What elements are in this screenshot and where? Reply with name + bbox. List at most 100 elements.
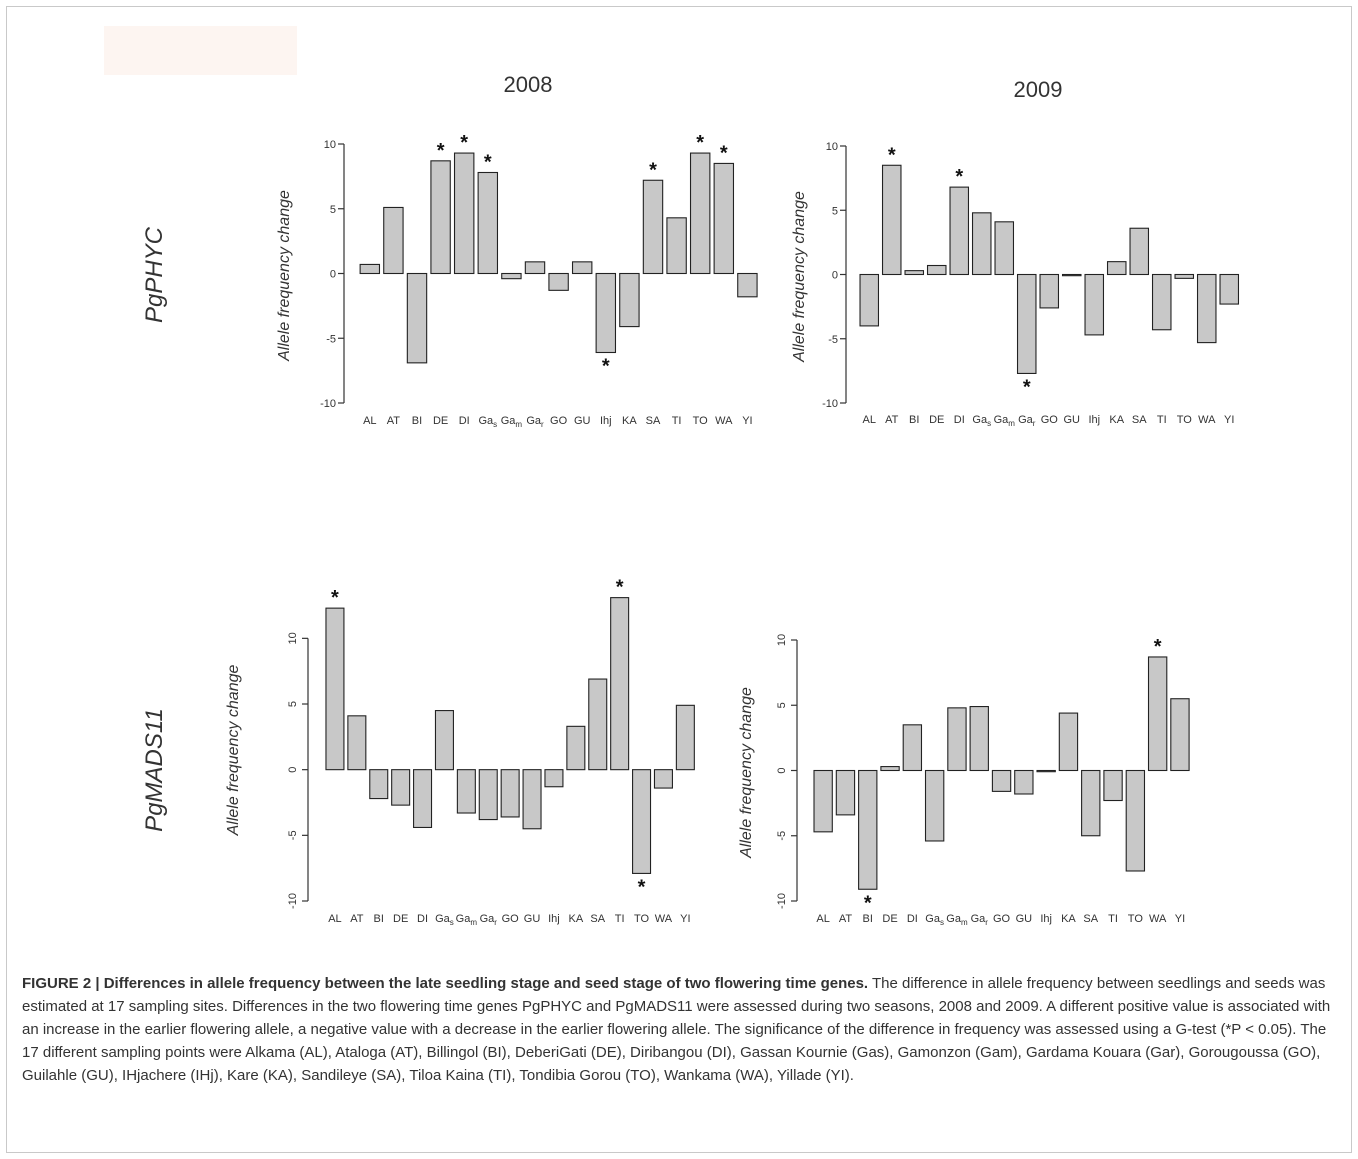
x-tick-label: GU	[1064, 414, 1081, 426]
bar	[430, 160, 451, 275]
bar	[924, 769, 945, 842]
x-tick-label: Gam	[946, 913, 968, 927]
bar	[413, 769, 433, 829]
chart-panel-PgMADS11-2008: -10 -5 0 5 10 Allele frequency change * * * AL AT B…	[225, 577, 695, 927]
x-tick-label: WA	[715, 415, 733, 427]
column-title: 2008	[504, 72, 553, 97]
bar	[347, 715, 367, 771]
x-tick-label: WA	[655, 913, 673, 925]
bar	[544, 769, 564, 788]
significance-star: *	[616, 577, 624, 599]
x-tick-label: AL	[863, 414, 876, 426]
x-tick-label: SA	[1083, 913, 1098, 925]
significance-star: *	[649, 159, 657, 181]
bar	[588, 678, 608, 771]
bar	[991, 769, 1012, 792]
x-tick-label: Gam	[456, 913, 478, 927]
x-tick-label: DE	[433, 415, 448, 427]
y-tick-label: 0	[287, 767, 299, 773]
chart-panel-PgPHYC-2009: -10 -5 0 5 10 Allele frequency change * * * AL AT B…	[791, 141, 1240, 428]
x-tick-label: TO	[634, 913, 650, 925]
x-tick-label: DE	[929, 414, 944, 426]
x-tick-label: KA	[622, 415, 637, 427]
significance-star: *	[1023, 376, 1031, 398]
x-tick-label: AT	[839, 913, 853, 925]
x-tick-label: Gas	[478, 415, 497, 429]
bar	[391, 769, 411, 806]
bar	[325, 607, 345, 771]
y-tick-label: -5	[828, 334, 838, 346]
column-title: 2009	[1014, 77, 1063, 102]
bar	[1174, 273, 1195, 279]
x-tick-label: Gam	[994, 414, 1016, 428]
bar	[880, 766, 900, 772]
x-tick-label: GU	[524, 913, 541, 925]
caption-lead: FIGURE 2 | Differences in allele frequen…	[22, 975, 869, 992]
y-tick-label: 5	[832, 205, 838, 217]
bar	[689, 152, 711, 275]
bar	[1058, 712, 1079, 772]
x-tick-label: Gar	[1018, 414, 1036, 428]
bar	[501, 272, 522, 280]
bar	[675, 704, 695, 771]
bar	[949, 186, 970, 276]
y-tick-label: -10	[822, 398, 838, 410]
bar	[524, 261, 546, 275]
bar	[500, 769, 520, 818]
x-tick-label: BI	[374, 913, 384, 925]
y-axis-label: Allele frequency change	[738, 687, 755, 859]
significance-star: *	[1154, 636, 1162, 658]
x-tick-label: AL	[816, 913, 829, 925]
bar	[522, 769, 542, 830]
y-tick-label: 10	[826, 141, 838, 153]
caption-body: The difference in allele frequency betwe…	[22, 975, 1331, 1084]
x-tick-label: Gas	[972, 414, 991, 428]
y-tick-label: -10	[287, 893, 299, 909]
bar	[1151, 273, 1172, 331]
x-tick-label: AL	[363, 415, 376, 427]
bar	[859, 273, 880, 327]
x-tick-label: DI	[459, 415, 470, 427]
x-tick-label: WA	[1149, 913, 1167, 925]
bar	[1103, 769, 1123, 802]
x-tick-label: GO	[1041, 414, 1059, 426]
x-tick-label: BI	[863, 913, 873, 925]
x-tick-label: TO	[693, 415, 709, 427]
x-tick-label: SA	[590, 913, 605, 925]
x-tick-label: YI	[1175, 913, 1185, 925]
figure-frame	[6, 6, 1352, 1153]
x-tick-label: WA	[1198, 414, 1216, 426]
bar	[1196, 273, 1217, 344]
bar	[947, 707, 967, 772]
bar	[571, 261, 593, 275]
bar	[477, 171, 499, 275]
significance-star: *	[864, 892, 872, 914]
x-tick-label: KA	[569, 913, 584, 925]
x-tick-label: TO	[1128, 913, 1144, 925]
bar	[1036, 769, 1056, 773]
significance-star: *	[437, 140, 445, 162]
x-tick-label: Gar	[526, 415, 544, 429]
y-axis-label: Allele frequency change	[276, 190, 293, 362]
bar	[1084, 273, 1105, 336]
row-label: PgPHYC	[141, 226, 168, 323]
bar	[1081, 769, 1101, 837]
bar	[1014, 769, 1034, 795]
x-tick-label: Gar	[971, 913, 989, 927]
x-tick-label: Gas	[925, 913, 944, 927]
bar	[383, 206, 404, 275]
y-tick-label: -5	[776, 831, 788, 841]
bar	[737, 272, 758, 298]
bar	[969, 706, 989, 772]
bar	[478, 769, 498, 821]
y-axis-label: Allele frequency change	[791, 191, 808, 363]
chart-panel-PgPHYC-2008: -10 -5 0 5 10 Allele frequency change * * * * * * * A…	[276, 132, 758, 429]
x-tick-label: GO	[550, 415, 568, 427]
significance-star: *	[638, 876, 646, 898]
bar	[406, 272, 428, 364]
y-tick-label: -10	[320, 398, 336, 410]
significance-star: *	[331, 587, 339, 609]
x-tick-label: Gas	[435, 913, 454, 927]
x-tick-label: GU	[574, 415, 591, 427]
bar	[610, 597, 630, 771]
